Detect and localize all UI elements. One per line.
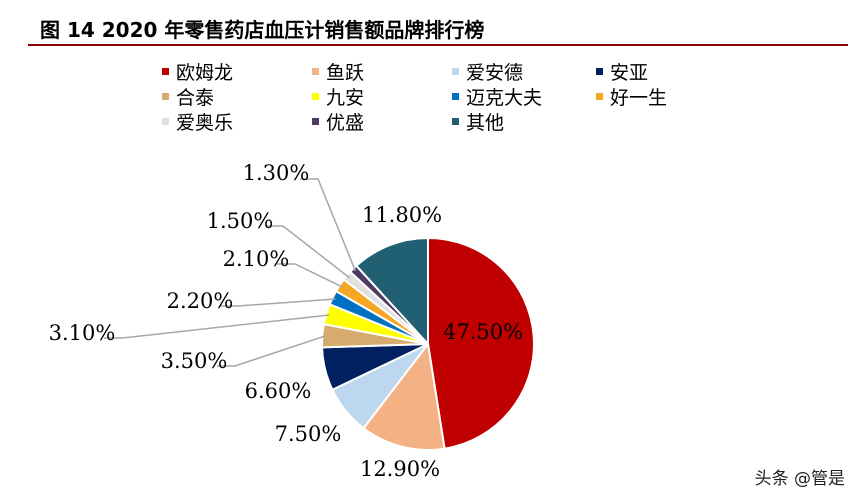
pie-slice xyxy=(427,236,535,450)
watermark: 头条 @管是 xyxy=(754,469,845,489)
legend-swatch xyxy=(312,68,319,75)
legend-swatch xyxy=(312,118,319,125)
legend-swatch xyxy=(452,68,459,75)
legend-label: 九安 xyxy=(326,87,364,109)
leader-line xyxy=(220,298,336,307)
legend-label: 爱奥乐 xyxy=(176,112,233,134)
figure-title: 图 14 2020 年零售药店血压计销售额品牌排行榜 xyxy=(40,18,485,42)
data-label: 2.10% xyxy=(223,247,290,271)
legend-label: 合泰 xyxy=(176,87,214,109)
legend-swatch xyxy=(596,68,603,75)
legend-label: 欧姆龙 xyxy=(176,62,233,84)
legend-label: 其他 xyxy=(466,112,504,134)
legend-label: 爱安德 xyxy=(466,62,523,84)
legend-swatch xyxy=(452,93,459,100)
leader-line xyxy=(104,314,330,339)
leader-line xyxy=(300,178,357,272)
leader-line xyxy=(265,225,350,279)
legend-swatch xyxy=(162,68,169,75)
data-label: 3.10% xyxy=(49,321,116,345)
legend-swatch xyxy=(452,118,459,125)
figure-title-bar: 图 14 2020 年零售药店血压计销售额品牌排行榜 xyxy=(28,6,848,46)
data-label: 2.20% xyxy=(167,289,234,313)
legend-swatch xyxy=(596,93,603,100)
data-label: 11.80% xyxy=(362,203,442,227)
data-label: 1.50% xyxy=(207,209,274,233)
leader-line xyxy=(217,335,326,367)
data-label: 6.60% xyxy=(245,379,312,403)
pie-slice xyxy=(354,236,429,347)
data-label: 47.50% xyxy=(443,320,523,344)
leader-line xyxy=(277,263,343,288)
data-label: 12.90% xyxy=(360,457,440,481)
data-label: 7.50% xyxy=(275,422,342,446)
data-label: 3.50% xyxy=(161,349,228,373)
legend-swatch xyxy=(162,93,169,100)
legend-label: 优盛 xyxy=(326,112,364,134)
pie-slice xyxy=(362,341,446,451)
data-label: 1.30% xyxy=(243,161,310,185)
legend-swatch xyxy=(312,93,319,100)
legend-label: 好一生 xyxy=(610,87,667,109)
legend-label: 迈克大夫 xyxy=(466,87,542,109)
legend-swatch xyxy=(162,118,169,125)
legend-label: 安亚 xyxy=(610,62,648,84)
legend-label: 鱼跃 xyxy=(326,62,364,84)
